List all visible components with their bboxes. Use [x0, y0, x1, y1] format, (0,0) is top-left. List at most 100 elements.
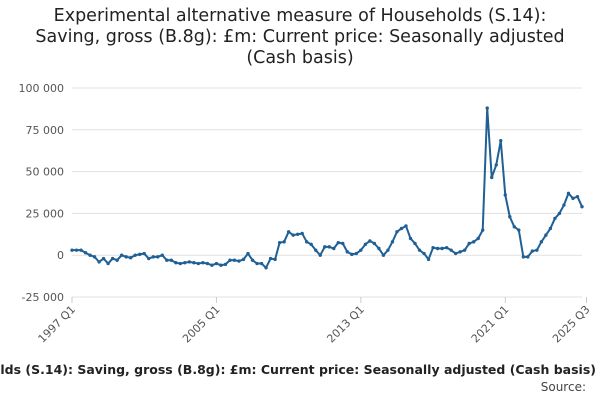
data-point[interactable] [232, 258, 237, 262]
data-point[interactable] [237, 259, 241, 263]
data-point[interactable] [174, 261, 178, 265]
data-point[interactable] [304, 240, 309, 244]
data-point[interactable] [417, 248, 422, 252]
data-point[interactable] [395, 230, 399, 234]
data-point[interactable] [201, 261, 205, 265]
data-point[interactable] [526, 255, 530, 259]
data-point[interactable] [318, 253, 322, 257]
data-point[interactable] [187, 260, 192, 264]
data-point[interactable] [147, 256, 151, 261]
data-point[interactable] [444, 245, 449, 250]
data-point[interactable] [508, 215, 512, 219]
data-point[interactable] [566, 191, 571, 196]
data-point[interactable] [282, 240, 286, 244]
data-point[interactable] [246, 251, 250, 256]
data-point[interactable] [431, 245, 435, 250]
data-point[interactable] [83, 250, 88, 255]
data-point[interactable] [88, 253, 92, 257]
data-point[interactable] [490, 175, 494, 180]
data-point[interactable] [169, 258, 173, 262]
data-point[interactable] [214, 261, 219, 266]
data-point[interactable] [295, 232, 300, 236]
data-point[interactable] [512, 225, 517, 229]
data-point[interactable] [440, 246, 444, 251]
data-point[interactable] [359, 248, 363, 252]
data-point[interactable] [241, 257, 246, 262]
data-point[interactable] [255, 261, 259, 266]
data-point[interactable] [553, 216, 557, 221]
data-point[interactable] [259, 261, 264, 266]
data-point[interactable] [228, 258, 232, 262]
data-point[interactable] [165, 258, 169, 262]
data-point[interactable] [291, 233, 295, 237]
data-point[interactable] [250, 258, 255, 262]
data-point[interactable] [124, 255, 128, 259]
data-point[interactable] [485, 106, 489, 110]
data-point[interactable] [332, 246, 336, 251]
data-point[interactable] [557, 211, 562, 216]
data-point[interactable] [521, 255, 526, 259]
data-point[interactable] [345, 250, 350, 254]
data-point[interactable] [192, 261, 196, 265]
data-point[interactable] [110, 256, 115, 261]
data-point[interactable] [106, 261, 110, 266]
data-point[interactable] [223, 262, 228, 267]
data-point[interactable] [530, 249, 535, 253]
data-point[interactable] [156, 255, 160, 259]
data-point[interactable] [178, 261, 183, 266]
data-point[interactable] [390, 240, 395, 244]
data-point[interactable] [119, 253, 124, 257]
data-point[interactable] [571, 196, 575, 201]
data-point[interactable] [97, 260, 101, 264]
data-point[interactable] [210, 263, 214, 267]
data-point[interactable] [435, 246, 440, 251]
data-point[interactable] [539, 240, 544, 244]
data-point[interactable] [128, 256, 133, 260]
data-point[interactable] [372, 241, 377, 246]
data-point[interactable] [548, 226, 553, 231]
data-point[interactable] [323, 245, 327, 249]
data-point[interactable] [277, 240, 282, 245]
data-point[interactable] [101, 256, 106, 261]
data-point[interactable] [386, 248, 390, 252]
data-point[interactable] [327, 245, 331, 249]
data-point[interactable] [219, 263, 223, 267]
data-point[interactable] [562, 203, 566, 207]
data-point[interactable] [74, 248, 79, 252]
data-point[interactable] [544, 233, 548, 237]
data-point[interactable] [341, 241, 345, 246]
data-point[interactable] [499, 138, 503, 143]
data-point[interactable] [151, 255, 155, 259]
data-point[interactable] [205, 261, 210, 266]
data-point[interactable] [264, 266, 268, 270]
data-point[interactable] [137, 252, 142, 257]
data-point[interactable] [286, 230, 291, 234]
data-point[interactable] [381, 253, 386, 257]
data-point[interactable] [404, 224, 408, 228]
data-point[interactable] [399, 226, 404, 231]
data-point[interactable] [160, 253, 164, 257]
data-point[interactable] [70, 248, 74, 252]
data-point[interactable] [115, 258, 119, 262]
data-point[interactable] [196, 261, 201, 266]
data-point[interactable] [422, 251, 426, 256]
data-point[interactable] [517, 228, 521, 232]
data-point[interactable] [183, 261, 187, 265]
data-point[interactable] [300, 231, 304, 236]
data-point[interactable] [580, 205, 584, 209]
data-point[interactable] [363, 242, 368, 247]
data-point[interactable] [273, 257, 277, 262]
data-point[interactable] [408, 236, 413, 241]
data-point[interactable] [336, 240, 340, 245]
data-point[interactable] [426, 257, 431, 262]
data-point[interactable] [535, 248, 539, 252]
data-point[interactable] [350, 252, 354, 257]
data-point[interactable] [354, 251, 359, 256]
data-point[interactable] [268, 256, 273, 261]
data-point[interactable] [314, 248, 318, 252]
data-point[interactable] [309, 242, 313, 247]
data-point[interactable] [575, 194, 580, 199]
data-point[interactable] [133, 253, 137, 257]
data-point[interactable] [368, 239, 372, 243]
data-point[interactable] [471, 240, 476, 244]
